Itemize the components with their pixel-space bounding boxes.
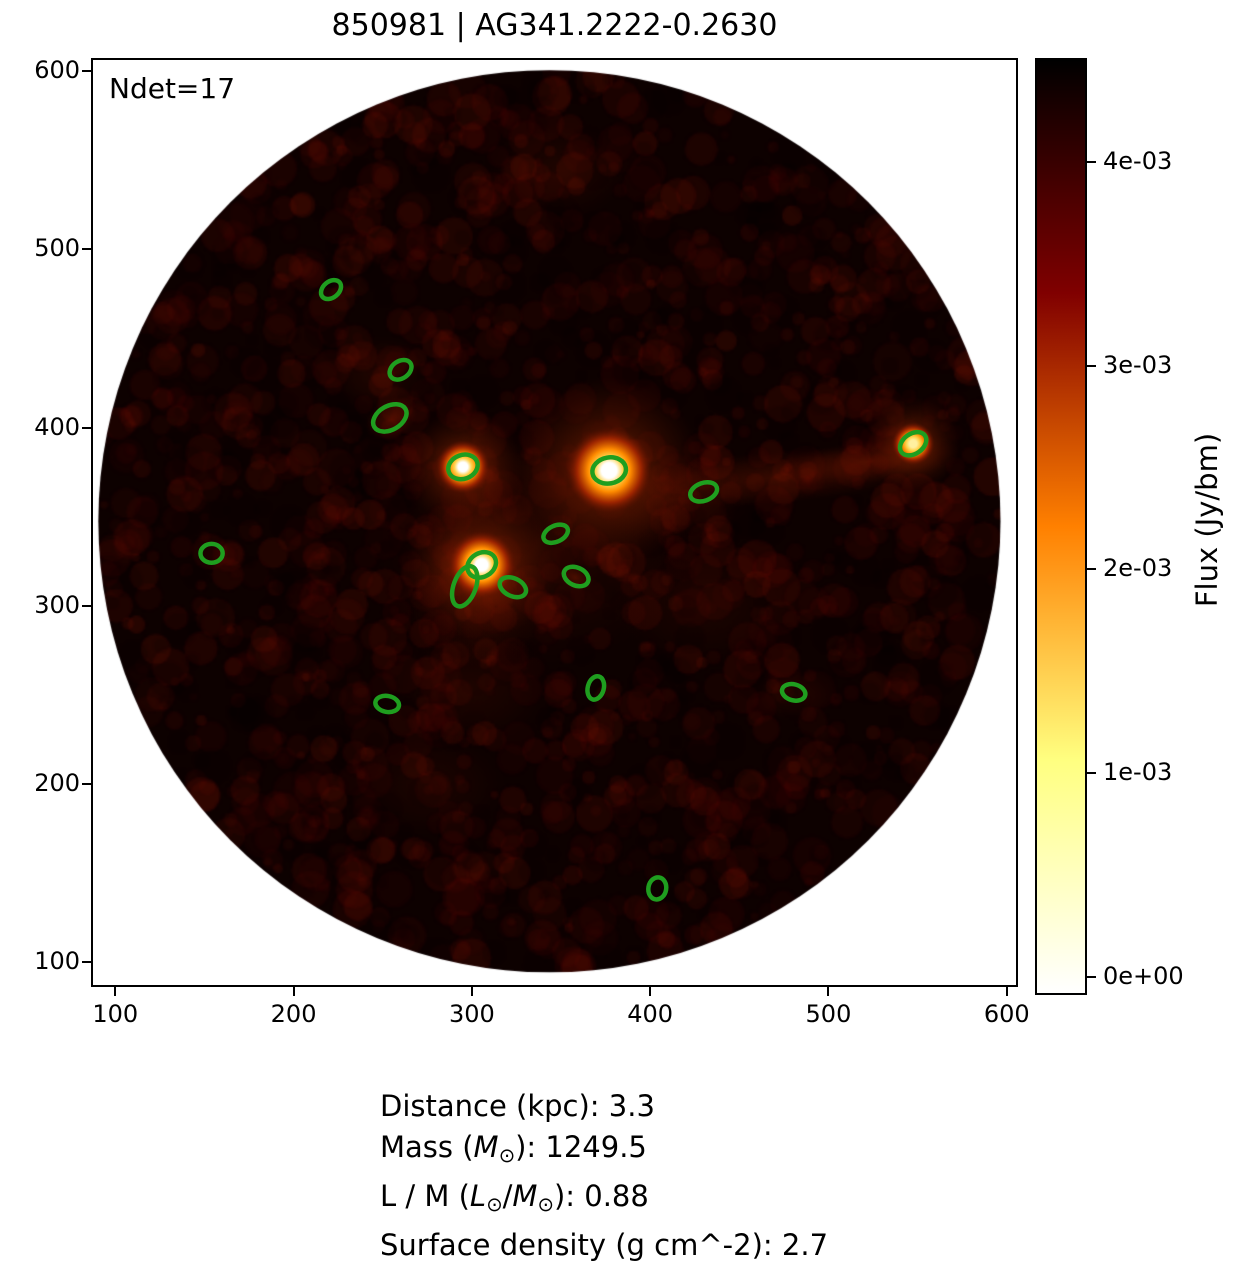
x-tick-label: 400	[627, 1000, 674, 1028]
detection-ellipse	[318, 277, 344, 302]
colorbar-gradient	[1037, 60, 1085, 993]
y-tick	[82, 783, 91, 786]
info-line: Mass (M⊙): 1249.5	[380, 1127, 828, 1176]
info-segment: ): 0.88	[553, 1178, 649, 1213]
colorbar-tick-label: 2e-03	[1103, 554, 1173, 583]
detection-ellipse	[687, 479, 720, 504]
info-segment: M	[512, 1178, 538, 1213]
detection-ellipse	[497, 574, 529, 600]
colorbar-tick-label: 0e+00	[1103, 961, 1184, 990]
y-tick	[82, 70, 91, 73]
detection-ellipse	[373, 693, 402, 715]
y-tick	[82, 248, 91, 251]
info-segment: Distance (kpc): 3.3	[380, 1089, 655, 1123]
detection-ellipse	[198, 541, 225, 565]
detection-ellipse	[449, 563, 480, 609]
detection-ellipse	[446, 452, 480, 482]
info-segment: /	[502, 1178, 513, 1213]
info-segment: L / M (	[380, 1178, 470, 1213]
detection-ellipse	[585, 673, 607, 702]
x-tick	[470, 987, 473, 996]
map-plot: Ndet=17	[91, 58, 1018, 987]
colorbar-tick	[1087, 364, 1096, 367]
y-tick-label: 600	[34, 56, 80, 85]
y-tick	[82, 604, 91, 607]
colorbar-tick	[1087, 568, 1096, 571]
colorbar-tick	[1087, 771, 1096, 774]
info-segment: Mass (	[380, 1130, 474, 1164]
colorbar-tick-label: 1e-03	[1103, 757, 1173, 786]
ndet-annotation: Ndet=17	[109, 72, 236, 105]
info-segment: ⊙	[498, 1143, 516, 1167]
x-tick-label: 100	[92, 1000, 139, 1028]
y-tick-label: 200	[34, 769, 80, 798]
detection-ellipse	[897, 429, 929, 458]
x-tick-label: 600	[983, 1000, 1030, 1028]
info-segment: Surface density (g cm^-2): 2.7	[380, 1227, 829, 1262]
detection-ellipse	[779, 681, 808, 703]
colorbar-tick-label: 4e-03	[1103, 146, 1173, 175]
chart-title: 850981 | AG341.2222-0.2630	[331, 8, 778, 43]
x-tick-label: 200	[270, 1000, 317, 1028]
x-tick	[1005, 987, 1008, 996]
x-tick-label: 500	[805, 1000, 852, 1028]
info-text: Distance (kpc): 3.3 Mass (M⊙): 1249.5 L / …	[380, 1086, 828, 1266]
flux-map-canvas	[93, 60, 1016, 985]
colorbar-tick-label: 3e-03	[1103, 350, 1173, 379]
y-tick	[82, 426, 91, 429]
colorbar-tick	[1087, 975, 1096, 978]
info-segment: L	[469, 1178, 487, 1213]
y-tick-label: 500	[34, 234, 80, 263]
info-segment: ⊙	[537, 1192, 554, 1216]
detection-ellipse	[387, 357, 414, 382]
info-line: L / M (L⊙/M⊙): 0.88	[380, 1176, 828, 1225]
x-tick	[292, 987, 295, 996]
colorbar-tick	[1087, 160, 1096, 163]
info-line: Surface density (g cm^-2): 2.7	[380, 1225, 828, 1266]
detection-ellipse	[646, 875, 669, 902]
info-segment: ⊙	[486, 1192, 503, 1216]
x-tick-label: 300	[448, 1000, 495, 1028]
y-tick	[82, 961, 91, 964]
detection-ellipse	[561, 564, 591, 589]
detections-overlay	[198, 277, 929, 902]
y-tick-label: 400	[34, 412, 80, 441]
y-tick-label: 300	[34, 590, 80, 619]
info-line: Distance (kpc): 3.3	[380, 1086, 828, 1127]
detection-ellipse	[370, 401, 409, 434]
info-segment: ): 1249.5	[515, 1130, 647, 1164]
x-tick	[649, 987, 652, 996]
detection-ellipse	[541, 522, 571, 546]
x-tick	[114, 987, 117, 996]
info-segment: M	[473, 1130, 499, 1164]
detection-ellipse	[590, 455, 629, 486]
x-tick	[827, 987, 830, 996]
detection-ellipse	[465, 549, 499, 580]
colorbar-label: Flux (Jy/bm)	[1190, 432, 1224, 608]
y-tick-label: 100	[34, 947, 80, 976]
colorbar	[1035, 58, 1087, 995]
